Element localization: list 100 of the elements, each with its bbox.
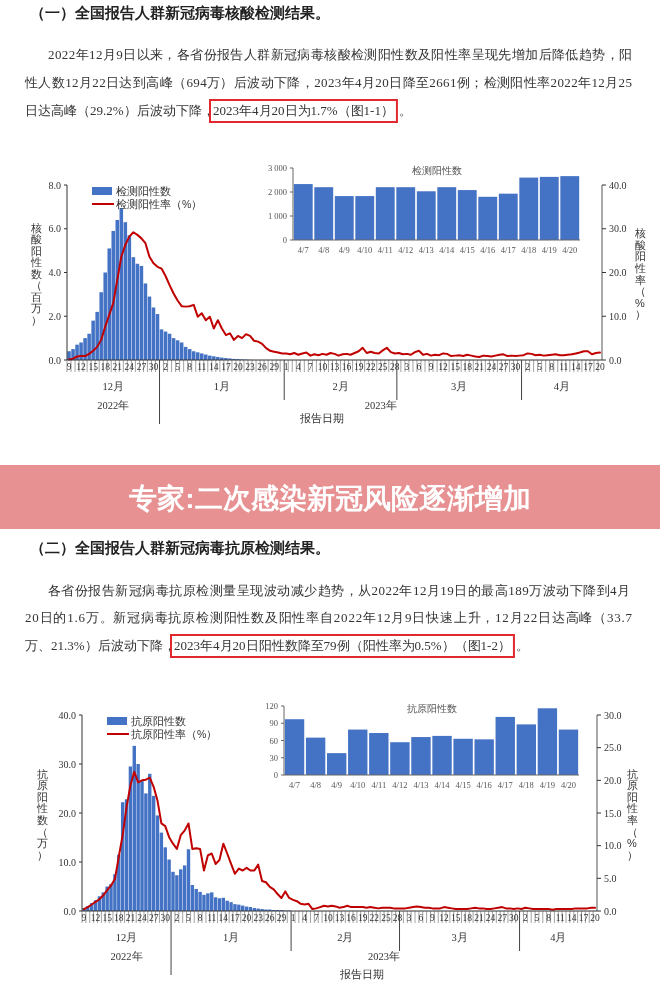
chart-title: （一）全国报告人群新冠病毒核酸检测结果。 [30, 4, 330, 21]
y2-axis-title: 核酸阳性率（%） [633, 227, 646, 321]
y-axis-title: 抗原阳性数（万） [35, 767, 48, 861]
text: 2023年4月20日阳性数降至79例（阳性率为0.5%）（图1-2） [174, 638, 511, 653]
y-tick-label: 1 000 [267, 211, 287, 221]
x-tick-label: 26 [257, 362, 268, 372]
x-tick-label: 16 [341, 362, 352, 372]
x-tick-label: 11 [197, 362, 207, 372]
x-tick-label: 14 [567, 913, 577, 923]
x-tick-label: 18 [114, 913, 124, 923]
y2-tick-label: 40.0 [609, 179, 627, 191]
x-tick-label: 4/17 [500, 245, 516, 255]
x-tick-label: 4/16 [480, 245, 496, 255]
x-tick-label: 9 [66, 362, 72, 372]
x-tick-label: 17 [578, 913, 589, 923]
x-tick-label: 29 [269, 362, 280, 372]
text: 20日的1.6万。新冠病毒抗原检测阳性数及阳性率自2022年12月9日快速上升，12月22日达高峰（33.7 [25, 610, 633, 625]
legend-label: 检测阳性数 [116, 185, 171, 197]
x-tick-label: 26 [265, 913, 275, 923]
x-tick-label: 29 [276, 913, 287, 923]
x-tick-label: 4/14 [434, 780, 451, 790]
x-tick-label: 4/7 [289, 780, 300, 790]
x-tick-label: 4/8 [310, 780, 322, 790]
x-tick-label: 8 [546, 913, 552, 923]
x-tick-label: 3 [406, 913, 412, 923]
x-tick-label: 25 [381, 913, 391, 923]
x-tick-label: 4/8 [318, 245, 330, 255]
y2-tick-label: 10.0 [609, 310, 627, 322]
x-tick-label: 9 [428, 362, 434, 372]
x-tick-label: 21 [125, 913, 136, 923]
x-tick-label: 11 [559, 362, 569, 372]
x-tick-label: 30 [510, 362, 521, 372]
x-tick-label: 11 [555, 913, 566, 923]
text: 3月 [451, 932, 468, 943]
x-tick-label: 4/12 [398, 245, 414, 255]
x-tick-label: 12 [76, 362, 87, 372]
y2-tick-label: 0.0 [609, 354, 622, 366]
x-tick-label: 20 [233, 362, 243, 372]
x-tick-label: 4/10 [350, 780, 366, 790]
x-tick-label: 8 [549, 362, 555, 372]
text: 2022年 [97, 400, 130, 411]
x-tick-label: 15 [88, 362, 99, 372]
x-tick-label: 30 [148, 362, 159, 372]
y-tick-label: 2.0 [48, 310, 61, 322]
chart-title: 检测阳性数 [411, 165, 462, 176]
chart-title: （二）全国报告人群新冠病毒抗原检测结果。 [30, 539, 330, 556]
y-tick-label: 4.0 [48, 267, 61, 278]
x-tick-label: 5 [186, 913, 192, 923]
text: 3月 [451, 381, 468, 392]
y-tick-label: 20.0 [58, 807, 76, 819]
x-tick-label: 2 [174, 913, 180, 923]
text: 12月 [102, 381, 125, 392]
x-tick-label: 14 [218, 913, 229, 923]
x-tick-label: 7 [313, 913, 319, 923]
y2-tick-label: 20.0 [609, 267, 627, 278]
y2-tick-label: 0.0 [604, 905, 617, 917]
x-tick-label: 25 [378, 362, 388, 372]
text: 核酸阳性数（百万） [30, 221, 42, 326]
x-tick-label: 4/20 [562, 245, 578, 255]
text: 12月 [115, 932, 138, 943]
x-tick-label: 15 [102, 913, 113, 923]
text: 4月 [553, 381, 570, 392]
x-tick-label: 8 [197, 913, 203, 923]
x-tick-label: 17 [230, 913, 240, 923]
x-tick-label: 4/13 [413, 780, 429, 790]
y-tick-label: 0.0 [48, 354, 61, 366]
x-tick-label: 4/13 [418, 245, 434, 255]
y-tick-label: 3 000 [267, 163, 287, 173]
x-tick-label: 14 [571, 362, 581, 372]
x-tick-label: 4/15 [459, 245, 475, 255]
x-tick-label: 23 [253, 913, 264, 923]
x-tick-label: 17 [583, 362, 593, 372]
x-tick-label: 24 [124, 362, 135, 372]
x-tick-label: 20 [590, 913, 601, 923]
x-tick-label: 23 [245, 362, 256, 372]
x-tick-label: 4/14 [439, 245, 456, 255]
text: 2022年12月9日以来，各省份报告人群新冠病毒核酸检测阳性数及阳性率呈现先增加后降低趋势，阳 [48, 47, 632, 62]
x-tick-label: 4/19 [541, 245, 557, 255]
x-tick-label: 2 [522, 913, 528, 923]
text: 2月 [332, 381, 349, 392]
x-tick-label: 19 [357, 913, 368, 923]
text: 各省份报告新冠病毒抗原检测量呈现波动减少趋势，从2022年12月19日的最高189万波动下降到4月 [48, 583, 630, 598]
x-tick-label: 13 [334, 913, 345, 923]
text: 2023年4月20日为1.7%（图1-1） [213, 103, 394, 118]
x-tick-label: 17 [221, 362, 231, 372]
x-tick-label: 4 [295, 362, 301, 372]
x-tick-label: 30 [160, 913, 171, 923]
x-tick-label: 22 [365, 362, 376, 372]
x-tick-label: 12 [438, 362, 449, 372]
x-tick-label: 4/7 [297, 245, 309, 255]
x-tick-label: 12 [439, 913, 450, 923]
x-tick-label: 1 [290, 913, 296, 923]
x-axis-title: 报告日期 [339, 968, 384, 980]
x-tick-label: 11 [207, 913, 217, 923]
x-tick-label: 9 [81, 913, 87, 923]
x-tick-label: 6 [418, 913, 424, 923]
x-tick-label: 22 [369, 913, 380, 923]
legend-label: 抗原阳性率（%） [131, 728, 218, 740]
x-tick-label: 8 [187, 362, 193, 372]
y-tick-label: 30 [269, 752, 278, 763]
